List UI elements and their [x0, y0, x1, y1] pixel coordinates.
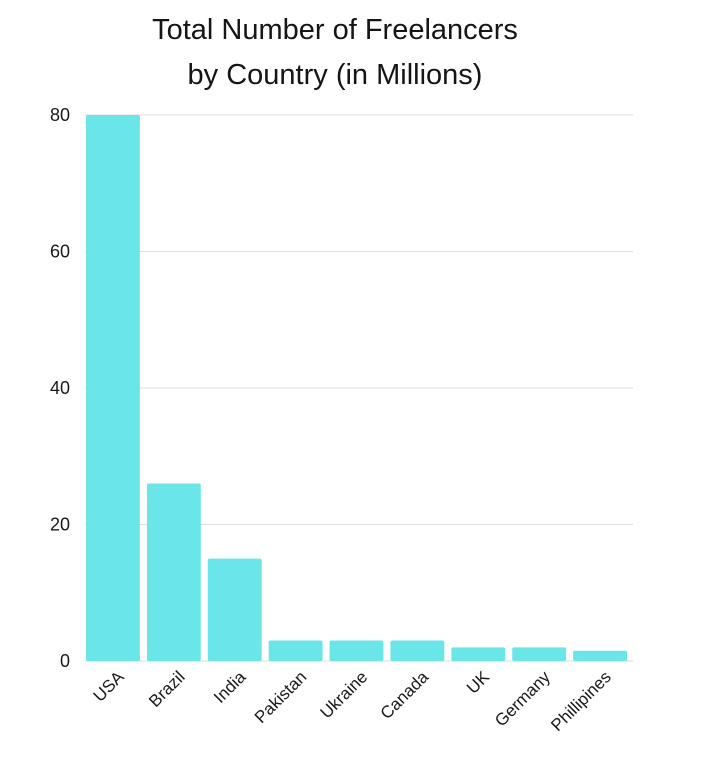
x-tick-label-germany: Germany	[491, 667, 554, 730]
x-tick-label-brazil: Brazil	[145, 667, 188, 710]
x-tick-label-phillipines: Phillipines	[547, 667, 615, 735]
chart-title: Total Number of Freelancers by Country (…	[0, 8, 670, 98]
y-tick-label: 40	[50, 378, 70, 398]
y-axis-ticks: 0 20 40 60 80	[50, 105, 70, 671]
bar-phillipines	[573, 650, 627, 661]
bar-canada	[390, 640, 445, 661]
chart-title-line-2: by Country (in Millions)	[187, 59, 483, 91]
x-tick-label-ukraine: Ukraine	[316, 667, 371, 722]
x-axis-labels: USA Brazil India Pakistan Ukraine Canada UKGer…	[90, 667, 615, 735]
y-tick-label: 60	[50, 242, 70, 262]
y-tick-label: 80	[50, 105, 70, 125]
y-tick-label: 0	[60, 651, 70, 671]
bars	[86, 115, 627, 661]
x-tick-label-india: India	[210, 667, 250, 707]
bar-india	[207, 558, 262, 661]
bar-uk	[451, 647, 506, 661]
bar-pakistan	[268, 640, 323, 661]
bar-brazil	[146, 483, 201, 661]
x-tick-label-pakistan: Pakistan	[251, 667, 311, 727]
chart-title-line-1: Total Number of Freelancers	[152, 14, 518, 46]
x-tick-label-uk: UK	[463, 667, 494, 698]
bar-ukraine	[329, 640, 384, 661]
y-tick-label: 20	[50, 515, 70, 535]
bar-germany	[512, 647, 567, 661]
x-tick-label-usa: USA	[90, 667, 129, 706]
bar-usa	[86, 115, 140, 661]
x-tick-label-canada: Canada	[377, 667, 433, 723]
